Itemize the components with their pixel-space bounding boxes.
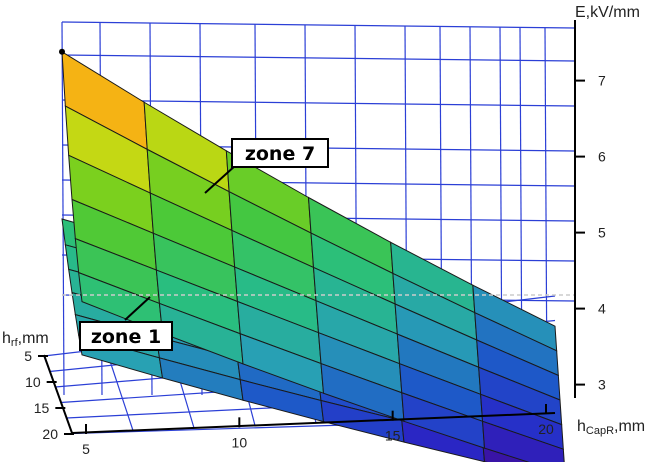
y-axis: 5 10 15 20 hrf,mm [2, 330, 74, 442]
corner-point [59, 48, 65, 55]
z-tick-label: 6 [598, 149, 606, 165]
z-axis: 3 4 5 6 7 E,kV/mm [574, 4, 640, 398]
z-tick-label: 7 [598, 73, 606, 89]
grid-line [61, 21, 576, 29]
x-tick-label: 5 [82, 441, 90, 457]
y-tick-label: 5 [24, 348, 32, 364]
y-axis-label: hrf,mm [2, 330, 49, 349]
x-axis-label: hCapR,mm [577, 418, 645, 437]
surface-facet [482, 420, 565, 462]
z-tick-label: 5 [598, 225, 606, 241]
annotation-zone-7: zone 7 [204, 138, 329, 194]
y-tick-label: 15 [34, 400, 50, 416]
svg-text:zone 7: zone 7 [245, 143, 315, 165]
surface-1 [61, 50, 565, 462]
grid-line [61, 99, 576, 107]
grid-line [107, 354, 134, 431]
x-tick-label: 15 [385, 428, 401, 444]
grid-line [61, 21, 65, 396]
y-tick-label: 20 [42, 426, 58, 442]
z-tick-label: 3 [598, 377, 606, 393]
x-tick-label: 10 [232, 434, 248, 450]
z-tick-label: 4 [598, 301, 606, 317]
z-axis-label: E,kV/mm [575, 4, 640, 21]
annotation-zone-1: zone 1 [79, 296, 173, 351]
grid-line [61, 54, 576, 62]
x-tick-label: 20 [538, 421, 554, 437]
surface-layer [59, 48, 565, 462]
svg-text:zone 1: zone 1 [91, 326, 161, 348]
x-axis: 5 10 15 20 hCapR,mm [71, 404, 645, 457]
y-tick-label: 10 [25, 374, 41, 390]
